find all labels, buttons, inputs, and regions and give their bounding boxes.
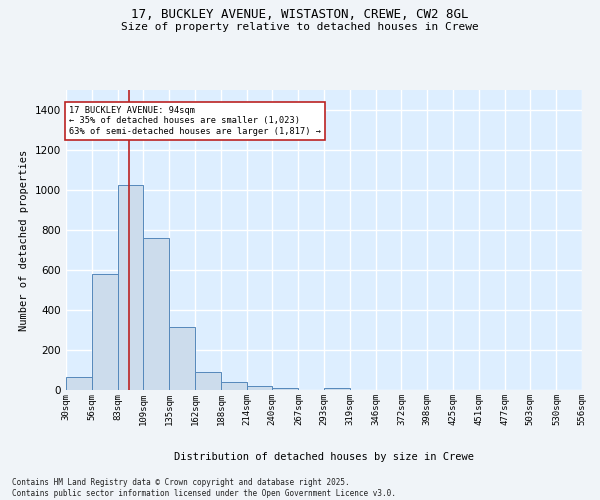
- Bar: [324, 388, 350, 390]
- Text: 17, BUCKLEY AVENUE, WISTASTON, CREWE, CW2 8GL: 17, BUCKLEY AVENUE, WISTASTON, CREWE, CW…: [131, 8, 469, 20]
- Bar: [221, 382, 247, 390]
- Bar: [169, 327, 196, 390]
- Text: Distribution of detached houses by size in Crewe: Distribution of detached houses by size …: [174, 452, 474, 462]
- Y-axis label: Number of detached properties: Number of detached properties: [19, 150, 29, 330]
- Bar: [66, 377, 92, 390]
- Text: Size of property relative to detached houses in Crewe: Size of property relative to detached ho…: [121, 22, 479, 32]
- Bar: [247, 386, 272, 390]
- Bar: [92, 274, 118, 390]
- Bar: [196, 372, 221, 390]
- Bar: [272, 388, 298, 390]
- Bar: [143, 238, 169, 390]
- Bar: [118, 186, 143, 390]
- Text: Contains HM Land Registry data © Crown copyright and database right 2025.
Contai: Contains HM Land Registry data © Crown c…: [12, 478, 396, 498]
- Text: 17 BUCKLEY AVENUE: 94sqm
← 35% of detached houses are smaller (1,023)
63% of sem: 17 BUCKLEY AVENUE: 94sqm ← 35% of detach…: [69, 106, 321, 136]
